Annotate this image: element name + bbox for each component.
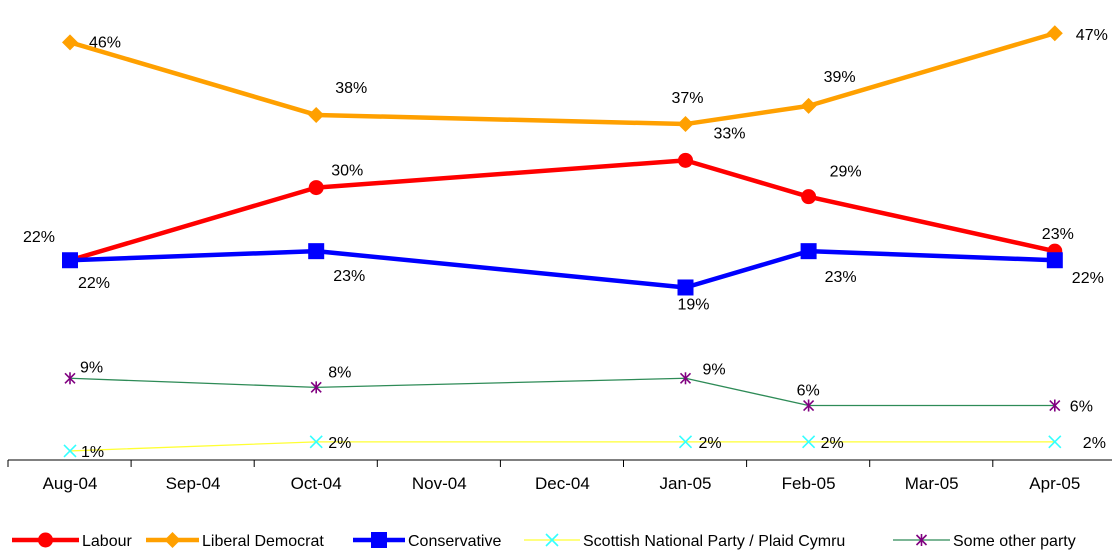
marker-diamond <box>800 97 817 114</box>
data-label: 9% <box>80 359 103 376</box>
legend-label: Labour <box>82 533 132 550</box>
marker-square <box>800 243 817 260</box>
marker-x <box>309 435 323 449</box>
series-line <box>69 248 1055 290</box>
marker-diamond <box>164 532 181 548</box>
series-line <box>69 377 1055 407</box>
data-label: 30% <box>331 163 363 180</box>
series-lines <box>69 31 1056 452</box>
legend-item: Liberal Democrat <box>146 532 324 550</box>
data-label: 2% <box>821 435 844 452</box>
x-tick-label: Mar-05 <box>905 474 959 493</box>
legend-item: Scottish National Party / Plaid Cymru <box>524 533 845 550</box>
data-label: 39% <box>824 69 856 86</box>
series-markers <box>62 25 1063 458</box>
series-line <box>69 441 1055 452</box>
legend-label: Some other party <box>953 533 1076 550</box>
marker-x <box>678 435 693 449</box>
series-line <box>69 158 1056 263</box>
data-label: 19% <box>678 296 710 313</box>
x-tick-label: Oct-04 <box>291 474 342 493</box>
marker-x-stroke <box>1048 435 1062 449</box>
legend: Labour Liberal Democrat Conservative Scotti… <box>12 532 1076 550</box>
data-label: 22% <box>23 229 55 246</box>
data-label: 46% <box>89 34 121 51</box>
data-label: 8% <box>328 364 351 381</box>
data-label: 47% <box>1076 27 1108 44</box>
data-label: 37% <box>672 90 704 107</box>
data-label: 1% <box>81 444 104 461</box>
data-label: 6% <box>1070 399 1093 416</box>
x-tick-label: Apr-05 <box>1029 474 1080 493</box>
legend-label: Conservative <box>408 533 501 550</box>
data-label: 2% <box>699 435 722 452</box>
marker-x-stroke <box>63 444 77 458</box>
data-label: 23% <box>333 268 365 285</box>
marker-square <box>308 243 325 260</box>
marker-square <box>677 279 694 296</box>
marker-x <box>1048 435 1062 449</box>
marker-diamond <box>677 116 694 133</box>
marker-x <box>545 533 559 547</box>
x-tick-label: Jan-05 <box>660 474 712 493</box>
marker-square <box>371 532 387 548</box>
x-axis: Aug-04 Sep-04 Oct-04 Nov-04 Dec-04 Jan-05 Feb-… <box>7 459 1112 493</box>
x-tick-label: Feb-05 <box>782 474 836 493</box>
series-line <box>69 31 1056 127</box>
marker-circle <box>801 189 817 205</box>
marker-x-stroke <box>802 435 816 449</box>
x-tick-label: Sep-04 <box>166 474 221 493</box>
marker-square <box>62 252 78 269</box>
marker-star <box>679 372 692 385</box>
marker-circle <box>308 180 324 196</box>
marker-circle <box>38 532 53 548</box>
data-label: 23% <box>825 269 857 286</box>
data-label: 38% <box>335 80 367 97</box>
marker-diamond <box>62 34 78 51</box>
marker-diamond <box>308 106 325 123</box>
data-label: 9% <box>703 361 726 378</box>
legend-item: Labour <box>12 532 132 550</box>
data-label: 23% <box>1042 226 1074 243</box>
legend-label: Scottish National Party / Plaid Cymru <box>583 533 845 550</box>
legend-item: Some other party <box>893 533 1076 550</box>
x-tick-label: Aug-04 <box>43 474 98 493</box>
x-tick-label: Nov-04 <box>412 474 467 493</box>
marker-star <box>1049 399 1061 412</box>
legend-item: Conservative <box>353 532 501 550</box>
marker-x-stroke <box>545 533 559 547</box>
marker-diamond <box>1046 25 1063 42</box>
marker-star <box>64 372 76 385</box>
data-label: 2% <box>1083 435 1106 452</box>
data-label: 2% <box>328 435 351 452</box>
x-tick-label: Dec-04 <box>535 474 590 493</box>
marker-star <box>310 381 322 394</box>
marker-x <box>802 435 816 449</box>
data-label: 29% <box>830 164 862 181</box>
marker-square <box>1046 252 1063 269</box>
marker-circle <box>678 152 693 168</box>
data-label: 6% <box>797 383 820 400</box>
data-labels: 22% 30% 33% 29% 23% 46% 38% 37% 39% 47% 22% 23% 19% 2… <box>23 27 1108 461</box>
marker-star <box>803 399 815 412</box>
marker-star <box>915 534 928 546</box>
legend-label: Liberal Democrat <box>202 533 324 550</box>
data-label: 22% <box>1072 270 1104 287</box>
data-label: 33% <box>714 125 746 142</box>
marker-x <box>63 444 77 458</box>
marker-x-stroke <box>678 435 693 449</box>
data-label: 22% <box>78 275 110 292</box>
marker-x-stroke <box>309 435 323 449</box>
